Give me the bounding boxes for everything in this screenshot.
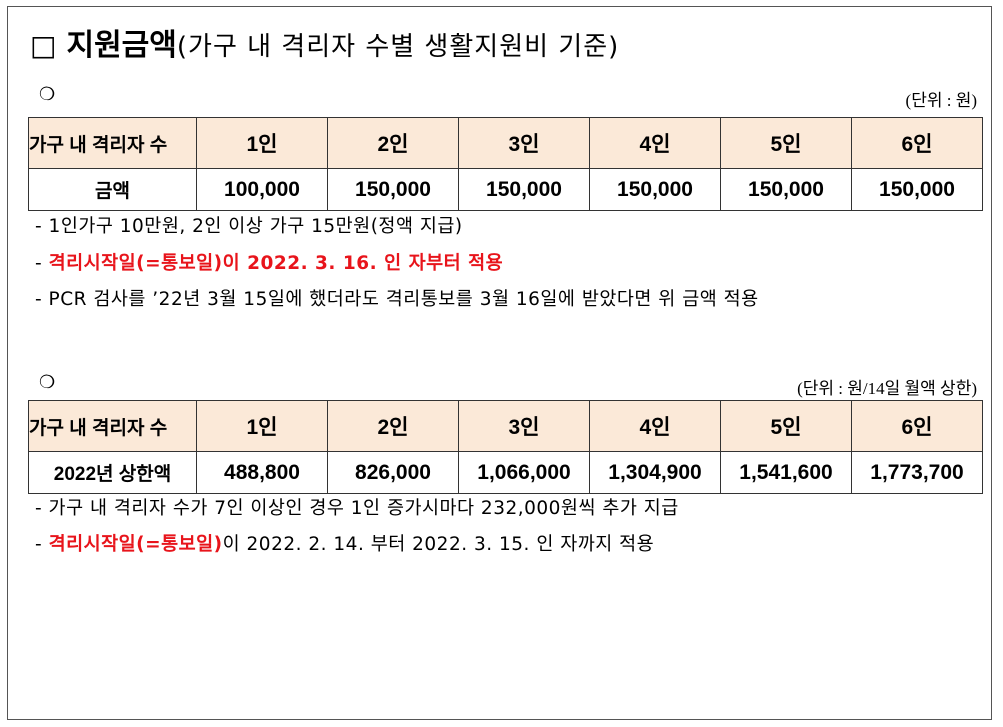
note-highlight: 격리시작일(=통보일)이 2022. 3. 16. 인 자부터 적용 (48, 253, 504, 274)
table-row: 2022년 상한액 488,800 826,000 1,066,000 1,30… (28, 451, 983, 494)
header-cell: 6인 (851, 400, 983, 452)
table-header-row: 가구 내 격리자 수 1인 2인 3인 4인 5인 6인 (28, 400, 983, 452)
note-rest: 이 2022. 2. 14. 부터 2022. 3. 15. 인 자까지 적용 (222, 534, 655, 555)
value-cell: 1,541,600 (720, 451, 852, 494)
value-cell: 100,000 (196, 168, 328, 211)
upper-limit-table: 가구 내 격리자 수 1인 2인 3인 4인 5인 6인 2022년 상한액 4… (28, 400, 983, 494)
document-frame (7, 6, 992, 720)
header-cell: 2인 (327, 117, 459, 169)
value-cell: 150,000 (720, 168, 852, 211)
header-cell: 가구 내 격리자 수 (28, 400, 197, 452)
value-cell: 826,000 (327, 451, 459, 494)
bullet-circle-icon: ❍ (39, 372, 56, 393)
title-main: 지원금액 (66, 28, 177, 63)
table-row: 금액 100,000 150,000 150,000 150,000 150,0… (28, 168, 983, 211)
value-cell: 1,304,900 (589, 451, 721, 494)
title-sub: (가구 내 격리자 수별 생활지원비 기준) (176, 32, 620, 62)
value-cell: 150,000 (589, 168, 721, 211)
value-cell: 150,000 (458, 168, 590, 211)
header-cell: 5인 (720, 400, 852, 452)
header-cell: 3인 (458, 117, 590, 169)
row-label-cell: 금액 (28, 168, 197, 211)
header-cell: 가구 내 격리자 수 (28, 117, 197, 169)
row-label-cell: 2022년 상한액 (28, 451, 197, 494)
header-cell: 1인 (196, 400, 328, 452)
note-highlight: 격리시작일(=통보일) (48, 534, 223, 555)
note-line: - 가구 내 격리자 수가 7인 이상인 경우 1인 증가시마다 232,000… (35, 498, 679, 519)
note-line: - PCR 검사를 ’22년 3월 15일에 했더라도 격리통보를 3월 16일… (35, 289, 759, 310)
value-cell: 1,773,700 (851, 451, 983, 494)
unit-label-2: (단위 : 원/14일 월액 상한) (797, 379, 977, 398)
checkbox-square-icon: □ (30, 29, 57, 62)
note-line: - 1인가구 10만원, 2인 이상 가구 15만원(정액 지급) (35, 216, 463, 237)
header-cell: 5인 (720, 117, 852, 169)
unit-label-1: (단위 : 원) (905, 91, 977, 110)
bullet-circle-icon: ❍ (39, 84, 56, 105)
header-cell: 6인 (851, 117, 983, 169)
support-amount-table: 가구 내 격리자 수 1인 2인 3인 4인 5인 6인 금액 100,000 … (28, 117, 983, 211)
value-cell: 1,066,000 (458, 451, 590, 494)
note-dash: - (35, 253, 49, 274)
header-cell: 3인 (458, 400, 590, 452)
value-cell: 488,800 (196, 451, 328, 494)
header-cell: 2인 (327, 400, 459, 452)
note-dash: - (35, 534, 49, 555)
table-header-row: 가구 내 격리자 수 1인 2인 3인 4인 5인 6인 (28, 117, 983, 169)
header-cell: 1인 (196, 117, 328, 169)
value-cell: 150,000 (327, 168, 459, 211)
note-line-red: - 격리시작일(=통보일)이 2022. 3. 16. 인 자부터 적용 (35, 249, 503, 275)
section-title: □ 지원금액(가구 내 격리자 수별 생활지원비 기준) (30, 20, 619, 64)
note-line-red: - 격리시작일(=통보일)이 2022. 2. 14. 부터 2022. 3. … (35, 530, 654, 556)
header-cell: 4인 (589, 400, 721, 452)
header-cell: 4인 (589, 117, 721, 169)
value-cell: 150,000 (851, 168, 983, 211)
